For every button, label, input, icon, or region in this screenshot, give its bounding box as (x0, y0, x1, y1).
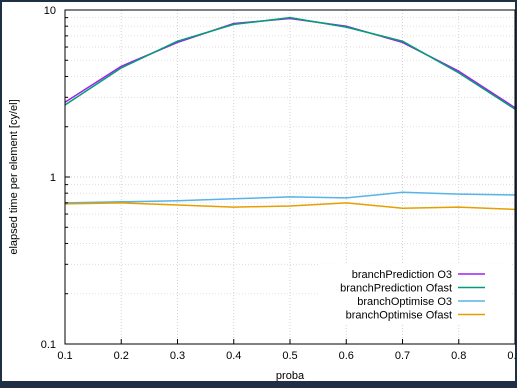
y-tick-label: 1 (50, 172, 56, 184)
x-tick-label: 0.2 (114, 350, 129, 362)
x-tick-label: 0.8 (451, 350, 466, 362)
x-tick-label: 0.1 (57, 350, 72, 362)
series-line-4 (64, 202, 516, 211)
y-tick-label: 0.1 (41, 339, 56, 351)
series-line-2 (64, 16, 516, 110)
legend-label: branchOptimise O3 (357, 296, 452, 308)
x-tick-label: 0.3 (170, 350, 185, 362)
x-tick-label: 0.9 (507, 350, 517, 362)
legend-label: branchPrediction Ofast (340, 283, 452, 295)
legend: branchPrediction O3 branchPrediction Ofas… (320, 264, 510, 324)
legend-label: branchPrediction O3 (352, 269, 452, 281)
x-tick-label: 0.5 (282, 350, 297, 362)
axis-ticks: 0.1 0.2 0.3 0.4 0.5 0.6 0.7 0.8 0.9 0.1 1 10 (41, 5, 517, 362)
x-tick-label: 0.4 (226, 350, 241, 362)
series-lines (64, 16, 516, 211)
x-tick-label: 0.7 (395, 350, 410, 362)
grid (65, 10, 515, 344)
y-tick-label: 10 (44, 5, 56, 17)
plot-area (2, 2, 515, 381)
series-line-3 (64, 191, 516, 204)
x-axis-label: proba (276, 370, 305, 382)
y-axis-label: elapsed time per element [cy/el] (8, 99, 20, 254)
legend-label: branchOptimise Ofast (346, 310, 452, 322)
x-tick-label: 0.6 (339, 350, 354, 362)
